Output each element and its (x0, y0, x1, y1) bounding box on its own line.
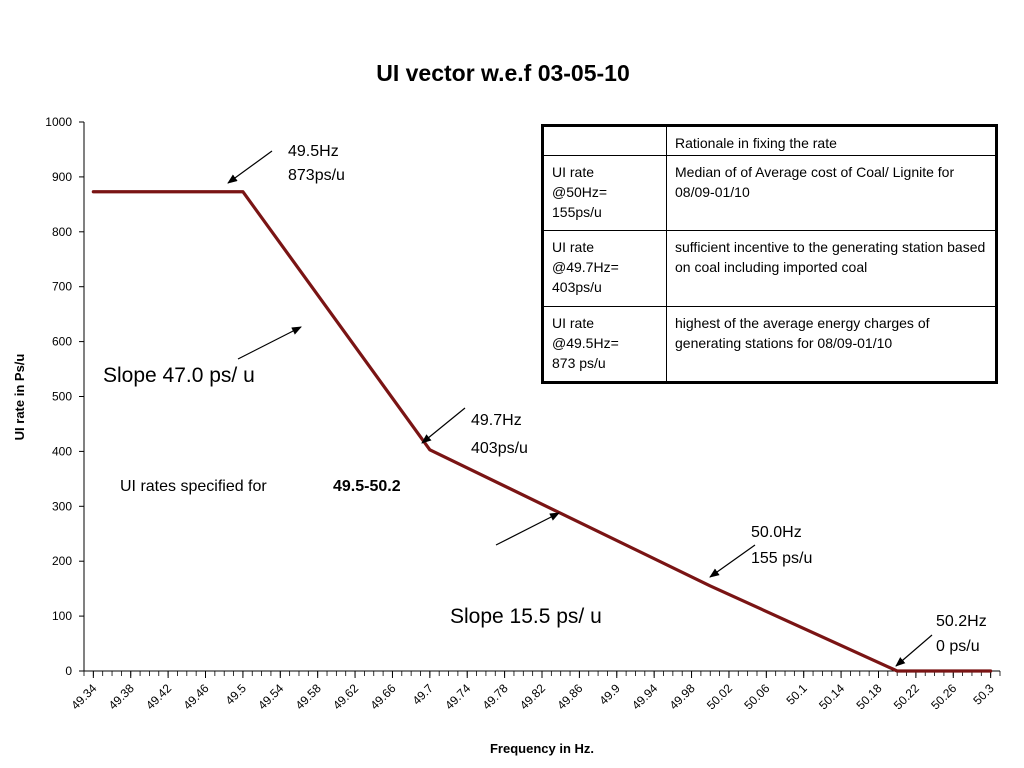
table-row-text: Median of of Average cost of Coal/ Ligni… (666, 154, 997, 232)
x-tick-label: 50.26 (928, 681, 959, 712)
arrow-500 (709, 544, 756, 578)
annotation-500-freq: 50.0Hz (751, 524, 802, 541)
table-row: UI rate @49.5Hz= 873 ps/u highest of the… (542, 305, 997, 384)
annotation-497-freq: 49.7Hz (471, 412, 522, 429)
y-tick-label: 100 (52, 609, 72, 623)
arrow-495 (227, 150, 273, 184)
y-tick-label: 900 (52, 170, 72, 184)
series-group (91, 190, 993, 673)
x-axis: 49.34 49.38 49.42 49.46 49.5 49.54 49.58 49.62 4… (68, 670, 1001, 712)
y-tick-label: 0 (65, 664, 72, 678)
x-tick-label: 49.58 (293, 681, 324, 712)
x-tick-label: 50.14 (816, 681, 847, 712)
table-row-text: highest of the average energy charges of… (666, 305, 997, 384)
table-row-label: UI rate @49.7Hz= 403ps/u (542, 230, 667, 307)
x-tick-label: 49.74 (442, 681, 473, 712)
x-tick-label: 49.98 (667, 681, 698, 712)
label-line: 873 ps/u (552, 354, 606, 371)
y-axis-title: UI rate in Ps/u (12, 354, 27, 441)
annotation-range-value: 49.5-50.2 (333, 478, 401, 495)
x-tick-label: 50.22 (891, 681, 922, 712)
annotation-slope-1: Slope 47.0 ps/ u (103, 364, 255, 387)
series-line (91, 190, 993, 673)
arrow-slope2 (495, 512, 560, 546)
x-tick-label: 50.02 (704, 681, 735, 712)
x-tick-label: 49.86 (554, 681, 585, 712)
x-tick-label: 49.66 (367, 681, 398, 712)
y-tick-label: 1000 (45, 115, 72, 129)
x-tick-label: 49.78 (480, 681, 511, 712)
annotation-range-text: UI rates specified for (120, 478, 267, 495)
x-tick-label: 49.42 (143, 681, 174, 712)
annotation-502-freq: 50.2Hz (936, 613, 987, 630)
y-tick-label: 800 (52, 225, 72, 239)
y-tick-label: 400 (52, 444, 72, 458)
table-header-cell: Rationale in fixing the rate (666, 125, 997, 156)
x-tick-label: 49.7 (410, 681, 437, 708)
table-row-label: UI rate @50Hz= 155ps/u (542, 154, 667, 232)
chart-title: UI vector w.e.f 03-05-10 (376, 60, 630, 86)
y-tick-label: 600 (52, 335, 72, 349)
y-tick-label: 500 (52, 390, 72, 404)
annotation-500-rate: 155 ps/u (751, 550, 812, 567)
x-tick-label: 49.54 (255, 681, 286, 712)
label-line: UI rate (552, 164, 595, 180)
label-line: UI rate (552, 314, 595, 331)
x-tick-label: 49.34 (68, 681, 99, 712)
table-header-row: Rationale in fixing the rate (542, 125, 997, 156)
x-tick-label: 49.82 (517, 681, 548, 712)
label-line: @49.7Hz= (552, 259, 619, 276)
annotation-495-freq: 49.5Hz (288, 143, 339, 160)
x-tick-label: 50.18 (853, 681, 884, 712)
x-tick-label: 50.06 (741, 681, 772, 712)
annotation-502-rate: 0 ps/u (936, 638, 980, 655)
table-row: UI rate @49.7Hz= 403ps/u sufficient ince… (542, 230, 997, 307)
x-tick-label: 49.94 (629, 681, 660, 712)
annotation-495-rate: 873ps/u (288, 167, 345, 184)
x-tick-label: 49.38 (106, 681, 137, 712)
label-line: UI rate (552, 239, 595, 256)
y-tick-label: 700 (52, 280, 72, 294)
table-row-text: sufficient incentive to the generating s… (666, 230, 997, 307)
arrow-slope1 (237, 326, 302, 360)
annotation-497-rate: 403ps/u (471, 440, 528, 457)
x-tick-label: 49.9 (596, 681, 623, 708)
table-row-label: UI rate @49.5Hz= 873 ps/u (542, 305, 667, 384)
table-row: UI rate @50Hz= 155ps/u Median of of Aver… (542, 154, 997, 232)
y-tick-label: 300 (52, 499, 72, 513)
label-line: 155ps/u (552, 204, 602, 220)
x-axis-title: Frequency in Hz. (490, 741, 594, 756)
label-line: @50Hz= (552, 184, 608, 200)
x-tick-label: 50.1 (783, 681, 810, 708)
label-line: @49.5Hz= (552, 334, 619, 351)
y-tick-label: 200 (52, 554, 72, 568)
x-tick-label: 49.62 (330, 681, 361, 712)
x-tick-label: 49.5 (223, 681, 250, 708)
y-axis: 0 100 200 300 400 500 600 700 800 900 1000 (45, 115, 85, 678)
rationale-table: Rationale in fixing the rate UI rate @50… (541, 124, 998, 384)
label-line: 403ps/u (552, 279, 602, 296)
x-tick-label: 50.3 (970, 681, 997, 708)
arrow-502 (895, 634, 933, 667)
table-header-cell (542, 125, 667, 156)
annotation-slope-2: Slope 15.5 ps/ u (450, 605, 602, 628)
arrow-497 (421, 407, 466, 444)
x-tick-label: 49.46 (180, 681, 211, 712)
